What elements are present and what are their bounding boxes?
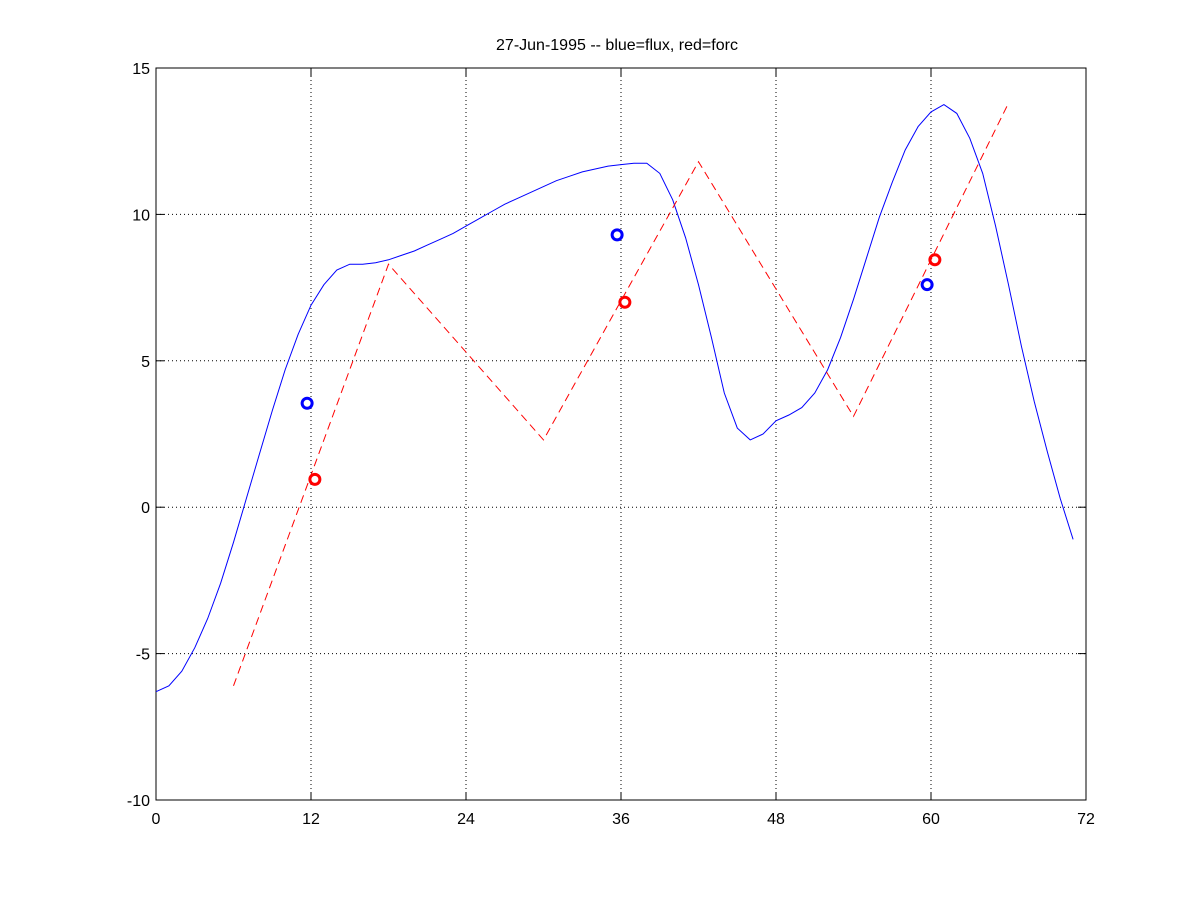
y-tick-label: 10 bbox=[132, 207, 150, 224]
marker-point-red bbox=[618, 295, 632, 309]
series-line-blue-solid bbox=[155, 104, 1074, 693]
x-tick-label: 36 bbox=[612, 811, 630, 828]
marker-point-blue bbox=[610, 228, 624, 242]
x-tick-label: 48 bbox=[767, 811, 785, 828]
x-tick-label: 72 bbox=[1077, 811, 1095, 828]
marker-point-blue bbox=[300, 396, 314, 410]
chart-title: 27-Jun-1995 -- blue=flux, red=forc bbox=[496, 37, 738, 54]
x-tick-label: 60 bbox=[922, 811, 940, 828]
marker-point-red bbox=[308, 472, 322, 486]
x-tick-label: 12 bbox=[302, 811, 320, 828]
y-tick-label: 5 bbox=[141, 354, 150, 371]
tick-layer: 0 12 24 36 48 60 72 -10 -5 0 5 10 15 bbox=[127, 61, 1095, 828]
x-tick-label: 0 bbox=[152, 811, 161, 828]
y-tick-label: -10 bbox=[127, 793, 150, 810]
grid-layer bbox=[156, 68, 1086, 800]
y-tick-label: 15 bbox=[132, 61, 150, 78]
marker-layer bbox=[300, 228, 942, 486]
series-line-red-dashed bbox=[233, 102, 1009, 686]
y-tick-label: 0 bbox=[141, 500, 150, 517]
marker-point-blue bbox=[920, 278, 934, 292]
series-layer bbox=[155, 102, 1074, 693]
y-tick-label: -5 bbox=[136, 647, 150, 664]
x-tick-label: 24 bbox=[457, 811, 475, 828]
plot-area-frame bbox=[155, 67, 1087, 801]
marker-point-red bbox=[928, 253, 942, 267]
